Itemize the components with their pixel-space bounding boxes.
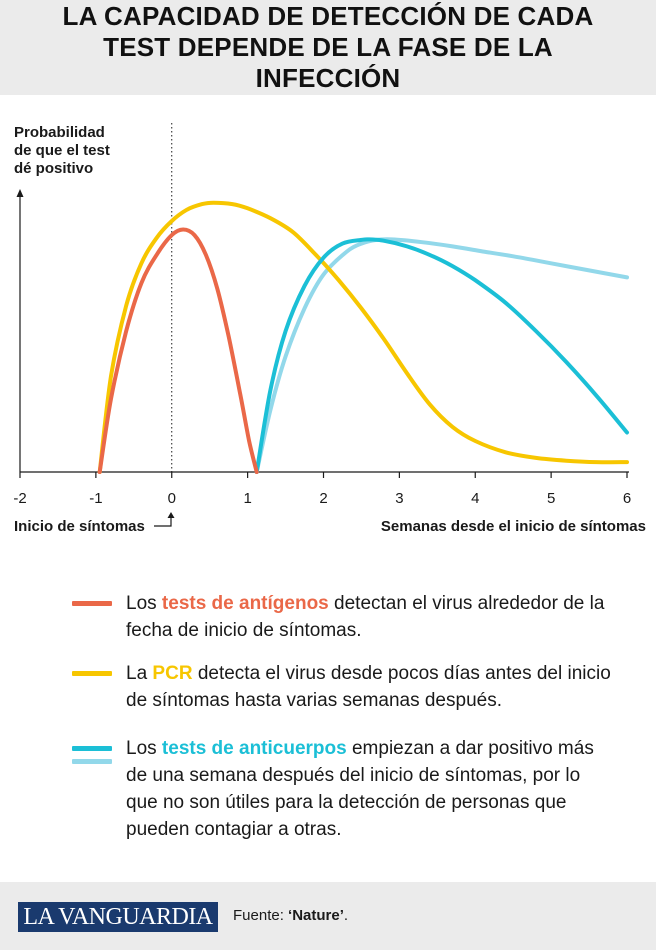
legend-pcr-pre: La <box>126 663 153 684</box>
legend-antigen-pre: Los <box>126 593 162 614</box>
legend-swatch-antigen <box>72 601 112 606</box>
y-axis-arrow-icon <box>16 189 24 197</box>
legend-antigen-post: detectan el virus alrededor de la fecha … <box>126 593 605 641</box>
legend-pcr-highlight: PCR <box>152 663 193 684</box>
antibody-igm-line <box>254 237 629 474</box>
chart: Probabilidad de que el test dé positivo … <box>13 123 646 535</box>
chart-title: LA CAPACIDAD DE DETECCIÓN DE CADA TEST D… <box>62 1 594 93</box>
y-axis-label-line-2: de que el test <box>14 142 110 159</box>
x-tick-label: -1 <box>89 490 102 507</box>
x-tick-label: 0 <box>168 490 176 507</box>
symptom-onset-label: Inicio de síntomas <box>14 518 145 535</box>
x-axis-label: Semanas desde el inicio de síntomas <box>381 518 646 535</box>
source-label: Fuente: <box>233 907 289 924</box>
x-tick-label: 1 <box>243 490 251 507</box>
legend-antibodies-post: empiezan a dar positivo más de una seman… <box>126 738 594 840</box>
x-tick-label: 2 <box>319 490 327 507</box>
axes <box>16 123 629 478</box>
y-axis-label-line-3: dé positivo <box>14 160 93 177</box>
source-name: ‘Nature’ <box>288 907 344 924</box>
legend-pcr-post: detecta el virus desde pocos días antes … <box>126 663 611 711</box>
x-tick-label: 6 <box>623 490 631 507</box>
legend-antibodies-highlight: tests de anticuerpos <box>161 738 347 759</box>
brand-logo: LA VANGUARDIA <box>18 902 218 932</box>
legend-swatch-antibodies-dark <box>72 746 112 751</box>
x-tick-label: 4 <box>471 490 479 507</box>
symptom-onset-arrow-icon <box>154 512 175 527</box>
x-tick-label: 5 <box>547 490 555 507</box>
source-note: Fuente: ‘Nature’. <box>233 907 348 924</box>
legend-antibodies-pre: Los <box>126 738 162 759</box>
header: LA CAPACIDAD DE DETECCIÓN DE CADA TEST D… <box>0 0 656 95</box>
x-tick-labels: -2 -1 0 1 2 3 4 5 6 <box>13 490 631 507</box>
y-axis-label-line-1: Probabilidad <box>14 124 105 141</box>
pcr-line <box>97 200 629 474</box>
source-end: . <box>343 907 349 924</box>
legend-swatch-pcr <box>72 671 112 676</box>
x-tick-label: -2 <box>13 490 26 507</box>
antigen-line <box>97 227 259 474</box>
footer: LA VANGUARDIA Fuente: ‘Nature’. <box>0 882 656 950</box>
series-layer <box>97 200 629 474</box>
legend-swatch-antibodies-light <box>72 759 112 764</box>
x-tick-label: 3 <box>395 490 403 507</box>
legend-antigen-highlight: tests de antígenos <box>161 593 329 614</box>
